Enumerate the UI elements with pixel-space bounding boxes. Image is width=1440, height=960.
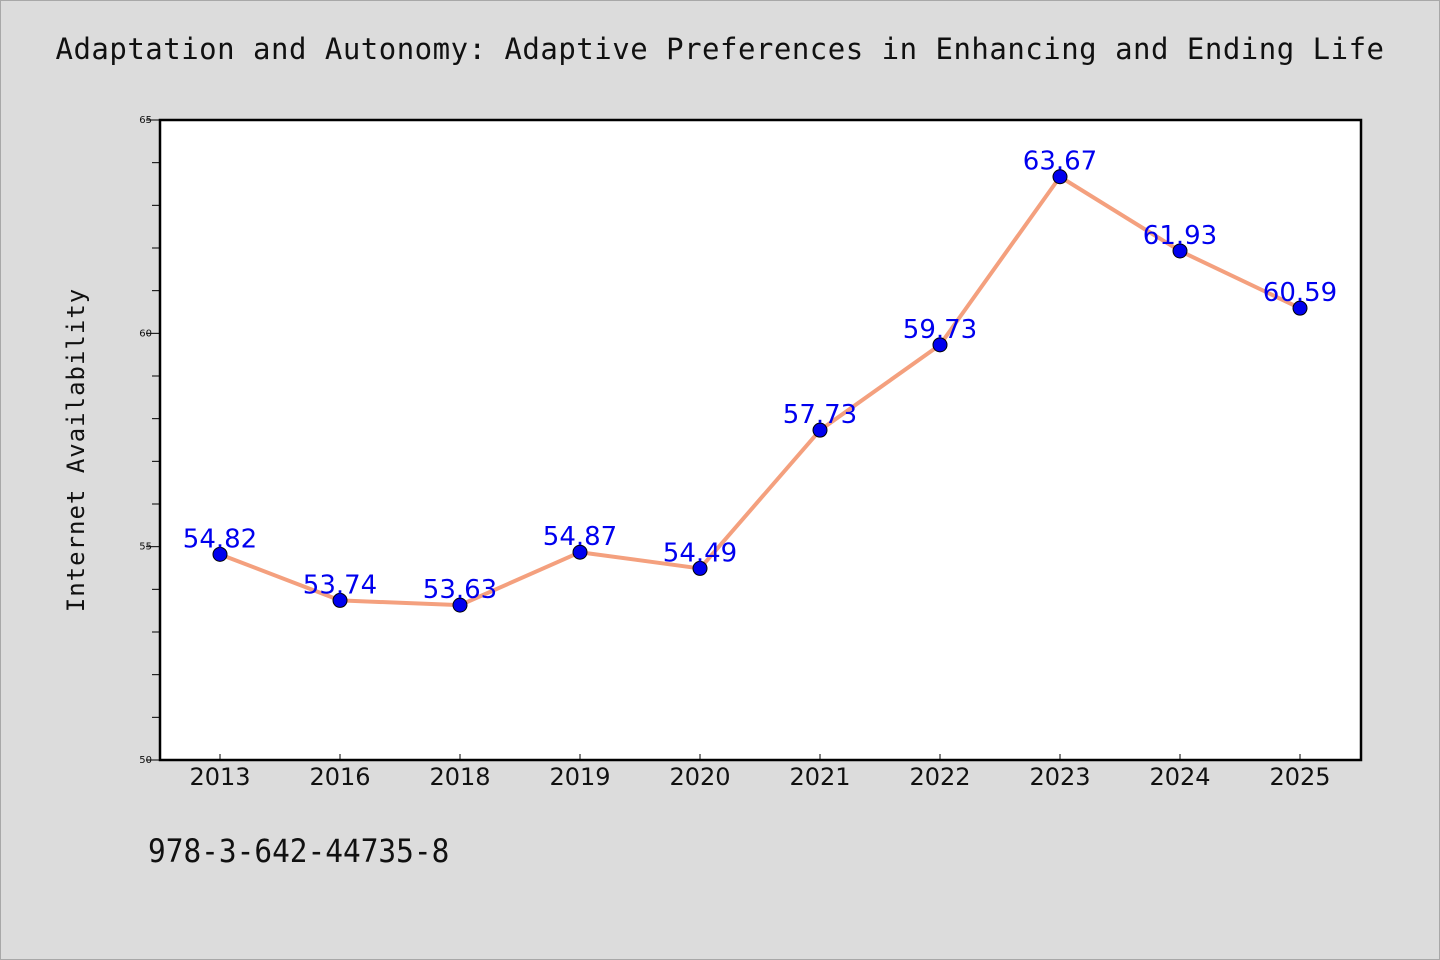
data-point [212, 546, 228, 562]
x-axis-ticks: 2013 2016 2018 2019 2020 2021 2022 2023 2024 2025 [189, 754, 1331, 791]
x-tick-label: 2022 [909, 763, 970, 791]
data-point [452, 597, 468, 613]
data-label: 61.93 [1143, 221, 1217, 251]
data-point [1292, 300, 1308, 316]
data-point [332, 592, 348, 608]
x-tick-label: 2020 [669, 763, 730, 791]
data-label: 60.59 [1263, 278, 1337, 308]
x-tick-label: 2016 [309, 763, 370, 791]
series-markers [212, 169, 1308, 613]
chart-title: Adaptation and Autonomy: Adaptive Prefer… [55, 32, 1385, 66]
data-label: 53.74 [303, 570, 377, 600]
x-tick-label: 2018 [429, 763, 490, 791]
y-axis-ticks: 50 55 60 65 [139, 115, 160, 766]
y-tick-label: 50 [139, 755, 152, 766]
y-tick-label: 60 [139, 328, 152, 339]
data-label: 53.63 [423, 575, 497, 605]
data-label: 57.73 [783, 400, 857, 430]
x-tick-label: 2025 [1269, 763, 1330, 791]
series-line [219, 174, 1301, 608]
plot-area [158, 118, 1363, 762]
data-point [1172, 243, 1188, 259]
data-labels: 54.82 53.74 53.63 54.87 54.49 57.73 59.73 63.67… [183, 147, 1337, 605]
x-tick-label: 2024 [1149, 763, 1210, 791]
data-point [692, 560, 708, 576]
y-tick-label: 55 [139, 542, 152, 553]
x-tick-label: 2023 [1029, 763, 1090, 791]
x-tick-label: 2019 [549, 763, 610, 791]
x-tick-label: 2021 [789, 763, 850, 791]
y-tick-label: 65 [139, 115, 152, 126]
data-label: 54.49 [663, 538, 737, 568]
data-point [932, 337, 948, 353]
data-label: 59.73 [903, 315, 977, 345]
data-point [812, 422, 828, 438]
y-minor-ticks [152, 162, 160, 718]
data-label: 54.87 [543, 522, 617, 552]
x-tick-label: 2013 [189, 763, 250, 791]
y-axis-label: Internet Availability [62, 288, 90, 612]
data-point [572, 544, 588, 560]
footer-isbn: 978-3-642-44735-8 [148, 832, 450, 870]
data-label: 54.82 [183, 524, 257, 554]
data-label: 63.67 [1023, 147, 1097, 177]
data-point [1052, 169, 1068, 185]
